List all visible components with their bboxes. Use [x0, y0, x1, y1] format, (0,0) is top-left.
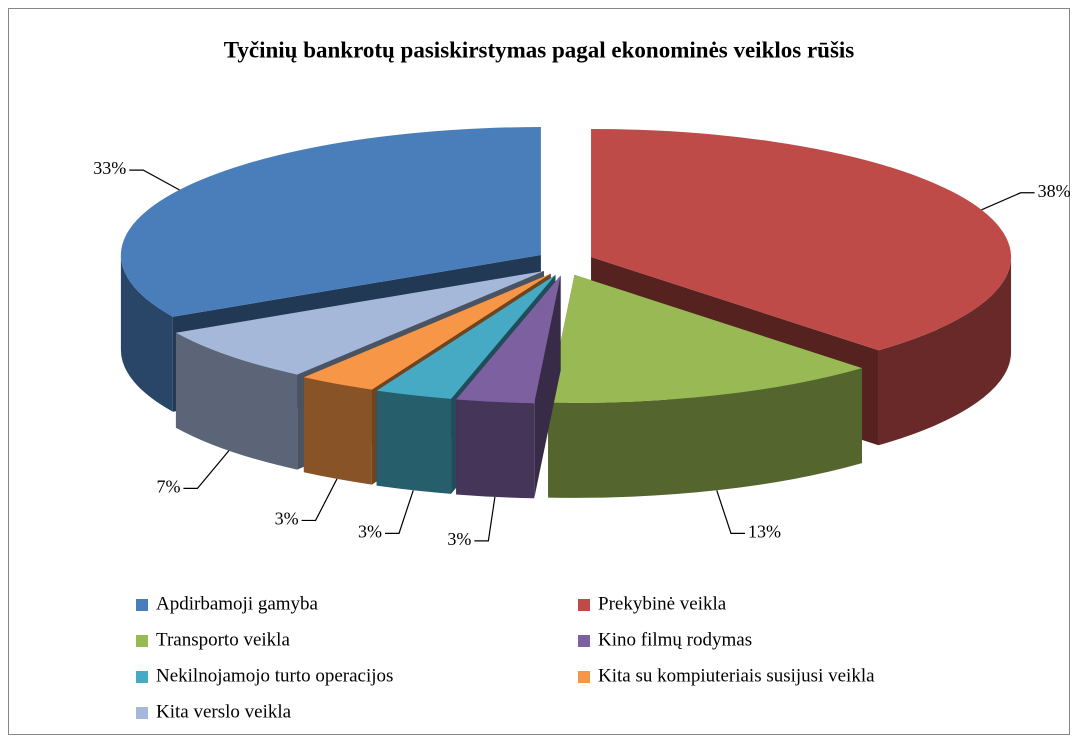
- slice-top: [376, 274, 556, 399]
- legend-label: Kita su kompiuteriais susijusi veikla: [598, 665, 875, 686]
- slice-wall: [548, 368, 862, 498]
- legend-label: Prekybinė veikla: [598, 593, 727, 614]
- legend-swatch: [136, 671, 148, 683]
- legend-label: Kino filmų rodymas: [598, 629, 752, 650]
- legend-swatch: [136, 599, 148, 611]
- slice-wall: [303, 377, 372, 485]
- pie-slice: [548, 274, 862, 498]
- data-label: 13%: [748, 521, 781, 541]
- slice-top: [456, 275, 561, 404]
- data-label: 7%: [156, 476, 180, 496]
- leader-line: [301, 478, 338, 522]
- legend-label: Kita verslo veikla: [156, 701, 292, 722]
- legend-label: Nekilnojamojo turto operacijos: [156, 665, 393, 686]
- legend-swatch: [578, 671, 590, 683]
- data-label: 33%: [93, 158, 126, 178]
- slice-wall: [878, 256, 1012, 446]
- legend-label: Transporto veikla: [156, 629, 290, 650]
- legend-swatch: [578, 635, 590, 647]
- leader-line: [183, 450, 230, 489]
- legend-label: Apdirbamoji gamyba: [156, 593, 319, 614]
- pie-slice: [456, 275, 561, 499]
- data-label: 3%: [447, 529, 471, 549]
- legend-swatch: [578, 599, 590, 611]
- leader-line: [129, 169, 180, 191]
- slice-top: [548, 274, 862, 403]
- chart-title: Tyčinių bankrotų pasiskirstymas pagal ek…: [224, 37, 855, 62]
- legend-swatch: [136, 635, 148, 647]
- slice-top: [303, 273, 551, 390]
- leader-line: [474, 496, 496, 542]
- slice-top: [120, 127, 541, 317]
- slice-wall: [456, 399, 535, 499]
- data-label: 3%: [275, 509, 299, 529]
- data-label: 3%: [358, 521, 382, 541]
- leader-line: [716, 490, 745, 534]
- leader-line: [385, 490, 414, 534]
- slice-wall: [175, 332, 298, 470]
- slice-wall: [120, 255, 173, 412]
- data-label: 38%: [1038, 181, 1071, 201]
- leader-line: [981, 192, 1035, 211]
- legend-swatch: [136, 707, 148, 719]
- slice-top: [591, 128, 1012, 351]
- slice-top: [175, 271, 544, 375]
- slice-wall: [376, 390, 452, 494]
